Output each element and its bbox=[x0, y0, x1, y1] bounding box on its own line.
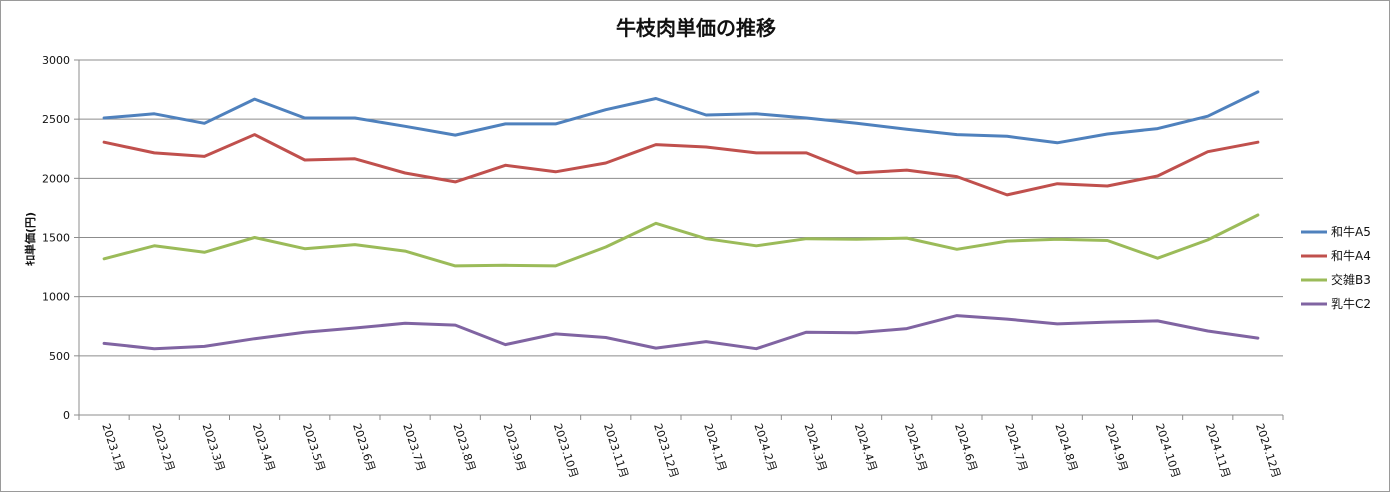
x-tick-label: 2024.8月 bbox=[1052, 422, 1080, 473]
x-tick-label: 2023.10月 bbox=[551, 422, 581, 480]
x-tick-label: 2024.3月 bbox=[802, 422, 830, 473]
y-axis-label: ｷﾛ単価(円) bbox=[23, 212, 37, 266]
x-tick-label: 2023.4月 bbox=[250, 422, 278, 473]
y-tick-labels: 0 500 1000 1500 2000 2500 3000 bbox=[42, 54, 70, 422]
x-tick-label: 2023.2月 bbox=[149, 422, 177, 473]
x-tick-label: 2024.4月 bbox=[852, 422, 880, 473]
x-tick-label: 2023.7月 bbox=[400, 422, 428, 473]
series-line-2 bbox=[102, 133, 1260, 197]
x-tick-label: 2024.5月 bbox=[902, 422, 930, 473]
x-tick-label: 2023.8月 bbox=[450, 422, 478, 473]
legend-label-1: 和牛A5 bbox=[1331, 224, 1371, 239]
y-tick-label: 0 bbox=[63, 409, 70, 422]
y-tick-label: 2500 bbox=[42, 113, 70, 126]
legend-label-4: 乳牛C2 bbox=[1331, 296, 1371, 311]
legend-label-3: 交雑B3 bbox=[1331, 272, 1371, 287]
series-line-1 bbox=[102, 90, 1260, 145]
legend-label-2: 和牛A4 bbox=[1331, 248, 1371, 263]
x-tick-labels: 2023.1月 2023.2月 2023.3月 2023.4月 2023.5月 2023.… bbox=[99, 422, 1283, 480]
x-tick-label: 2024.10月 bbox=[1153, 422, 1183, 480]
x-tick-label: 2023.6月 bbox=[350, 422, 378, 473]
x-tick-label: 2023.5月 bbox=[300, 422, 328, 473]
y-tick-label: 2000 bbox=[42, 172, 70, 185]
x-tick-label: 2024.11月 bbox=[1203, 422, 1233, 480]
x-tick-label: 2024.12月 bbox=[1253, 422, 1283, 480]
x-tick-label: 2024.2月 bbox=[751, 422, 779, 473]
x-tick-label: 2023.12月 bbox=[651, 422, 681, 480]
y-tick-label: 1000 bbox=[42, 291, 70, 304]
x-tick-label: 2023.1月 bbox=[99, 422, 127, 473]
y-tick-label: 500 bbox=[49, 350, 70, 363]
x-tick-label: 2024.9月 bbox=[1103, 422, 1131, 473]
series-line-4 bbox=[102, 314, 1260, 351]
y-tick-label: 1500 bbox=[42, 232, 70, 245]
x-tick-label: 2024.6月 bbox=[952, 422, 980, 473]
chart-title: 牛枝肉単価の推移 bbox=[616, 16, 776, 40]
series-line-3 bbox=[102, 213, 1260, 268]
series-layer bbox=[102, 90, 1260, 351]
x-tick-label: 2024.1月 bbox=[701, 422, 729, 473]
x-tick-label: 2023.3月 bbox=[200, 422, 228, 473]
x-tick-label: 2023.9月 bbox=[501, 422, 529, 473]
y-tick-label: 3000 bbox=[42, 54, 70, 67]
x-tick-label: 2024.7月 bbox=[1002, 422, 1030, 473]
legend: 和牛A5 和牛A4 交雑B3 乳牛C2 bbox=[1301, 224, 1371, 311]
x-tick-label: 2023.11月 bbox=[601, 422, 631, 480]
grid-layer bbox=[74, 59, 1284, 420]
